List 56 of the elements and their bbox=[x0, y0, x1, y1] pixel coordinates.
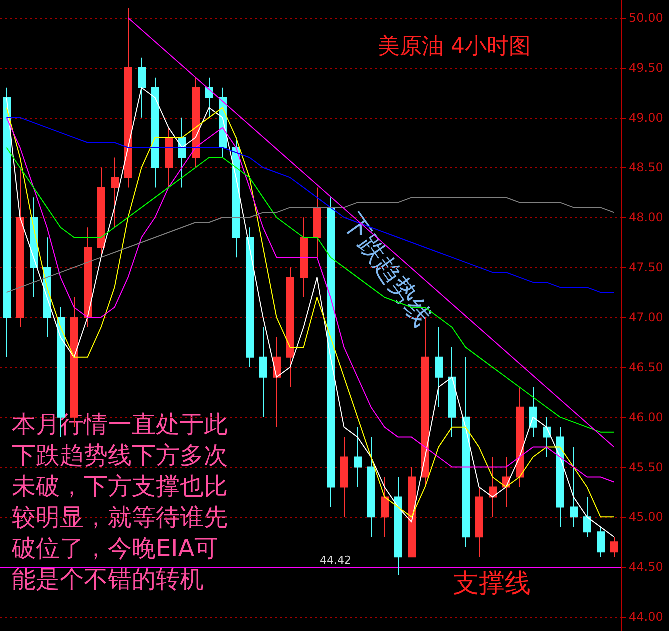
candlestick bbox=[462, 356, 470, 548]
y-tick-label: 46.00 bbox=[629, 410, 664, 424]
candlestick bbox=[259, 326, 267, 418]
candlestick bbox=[597, 526, 605, 558]
y-tick-label: 45.00 bbox=[629, 510, 664, 524]
candlestick bbox=[435, 326, 443, 408]
y-tick-label: 46.50 bbox=[629, 360, 664, 374]
candlestick bbox=[489, 456, 497, 518]
y-tick-label: 49.00 bbox=[629, 110, 664, 125]
candlestick bbox=[394, 476, 402, 576]
ref-line-label: 支撑线 bbox=[453, 569, 531, 600]
annotation: 44.42 bbox=[320, 554, 352, 567]
y-tick-label: 47.50 bbox=[629, 260, 664, 275]
candlestick bbox=[84, 227, 92, 328]
candlestick bbox=[570, 446, 578, 528]
candlestick bbox=[367, 436, 375, 538]
candlestick bbox=[246, 227, 254, 368]
candlestick bbox=[610, 536, 618, 558]
candlestick bbox=[165, 127, 173, 188]
y-tick-label: 48.00 bbox=[629, 210, 664, 225]
y-tick-label: 48.50 bbox=[629, 160, 664, 175]
candlestick bbox=[300, 217, 308, 298]
candlestick bbox=[354, 426, 362, 488]
candlestick bbox=[3, 87, 11, 358]
candlestick bbox=[286, 267, 294, 388]
candlestick bbox=[313, 187, 321, 258]
y-tick-label: 44.00 bbox=[629, 610, 664, 624]
candlestick bbox=[138, 57, 146, 118]
y-tick-label: 50.00 bbox=[629, 10, 664, 25]
candlestick bbox=[408, 466, 416, 558]
y-tick-label: 49.50 bbox=[629, 60, 664, 75]
y-tick-label: 44.50 bbox=[629, 560, 664, 574]
y-tick-label: 47.00 bbox=[629, 310, 664, 324]
candlestick bbox=[16, 167, 24, 328]
candlestick bbox=[151, 77, 159, 188]
candlestick bbox=[340, 436, 348, 518]
candlestick bbox=[448, 346, 456, 438]
candlestick bbox=[475, 486, 483, 558]
candlestick bbox=[273, 336, 281, 428]
candlestick bbox=[327, 197, 335, 508]
candlestick bbox=[516, 386, 524, 488]
candlestick bbox=[178, 117, 186, 188]
candlestick bbox=[381, 476, 389, 538]
candlestick bbox=[232, 137, 240, 258]
text: 美原油 4小时图 bbox=[378, 34, 531, 60]
annotation: 下跌趋势线 bbox=[337, 208, 438, 332]
y-tick-label: 45.50 bbox=[629, 460, 664, 474]
candlestick bbox=[124, 7, 132, 188]
candlestick bbox=[97, 167, 105, 258]
candlestick bbox=[529, 386, 537, 438]
candlestick bbox=[111, 157, 119, 228]
candlestick bbox=[556, 426, 564, 528]
candlestick bbox=[543, 416, 551, 458]
candlestick bbox=[583, 496, 591, 538]
candlestick bbox=[205, 77, 213, 118]
candlestick bbox=[192, 77, 200, 168]
